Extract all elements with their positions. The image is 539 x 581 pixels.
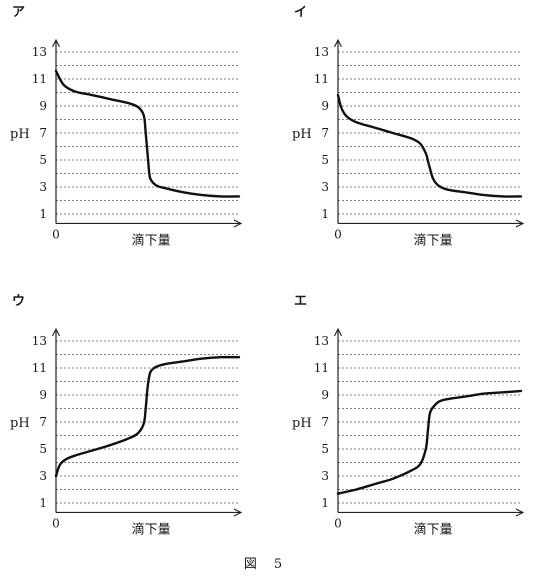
y-tick-label: 3 [39, 469, 47, 483]
panel-label: イ [294, 5, 307, 20]
y-tick-label: 7 [321, 126, 329, 140]
y-tick-label: 9 [39, 99, 47, 113]
y-tick-label: 11 [314, 361, 329, 375]
panel-label: ア [12, 5, 25, 20]
x-axis-title: 滴下量 [414, 521, 453, 537]
y-tick-label: 13 [314, 45, 329, 59]
ph-curve [54, 355, 241, 478]
y-axis-title: pH [10, 416, 30, 431]
y-tick-label: 11 [32, 72, 47, 86]
y-tick-label: 1 [39, 207, 47, 221]
x-axis-title: 滴下量 [414, 232, 453, 248]
y-tick-label: 5 [39, 442, 47, 456]
x-axis-title: 滴下量 [132, 521, 171, 537]
y-tick-label: 13 [32, 334, 47, 348]
panel-label: エ [294, 294, 307, 309]
ph-curve [336, 94, 523, 198]
x-tick-label: 0 [52, 516, 60, 530]
x-tick-label: 0 [334, 227, 342, 241]
y-tick-label: 5 [321, 153, 329, 167]
y-tick-label: 7 [321, 415, 329, 429]
y-tick-label: 1 [321, 496, 329, 510]
y-tick-label: 7 [39, 126, 47, 140]
x-axis-title: 滴下量 [132, 232, 171, 248]
figure-caption: 図 5 [244, 557, 284, 572]
y-tick-label: 13 [314, 334, 329, 348]
y-tick-label: 9 [321, 388, 329, 402]
ph-curve [54, 69, 241, 198]
y-tick-label: 1 [39, 496, 47, 510]
y-axis-title: pH [10, 127, 30, 142]
y-tick-label: 5 [39, 153, 47, 167]
y-tick-label: 9 [321, 99, 329, 113]
ph-curve [336, 389, 523, 495]
y-tick-label: 7 [39, 415, 47, 429]
y-tick-label: 9 [39, 388, 47, 402]
panel-label: ウ [12, 294, 25, 309]
x-tick-label: 0 [334, 516, 342, 530]
y-tick-label: 11 [32, 361, 47, 375]
y-tick-label: 13 [32, 45, 47, 59]
y-tick-label: 3 [39, 180, 47, 194]
y-tick-label: 5 [321, 442, 329, 456]
y-tick-label: 11 [314, 72, 329, 86]
y-tick-label: 3 [321, 469, 329, 483]
x-tick-label: 0 [52, 227, 60, 241]
y-axis-title: pH [292, 127, 312, 142]
y-axis-title: pH [292, 416, 312, 431]
y-tick-label: 1 [321, 207, 329, 221]
y-tick-label: 3 [321, 180, 329, 194]
